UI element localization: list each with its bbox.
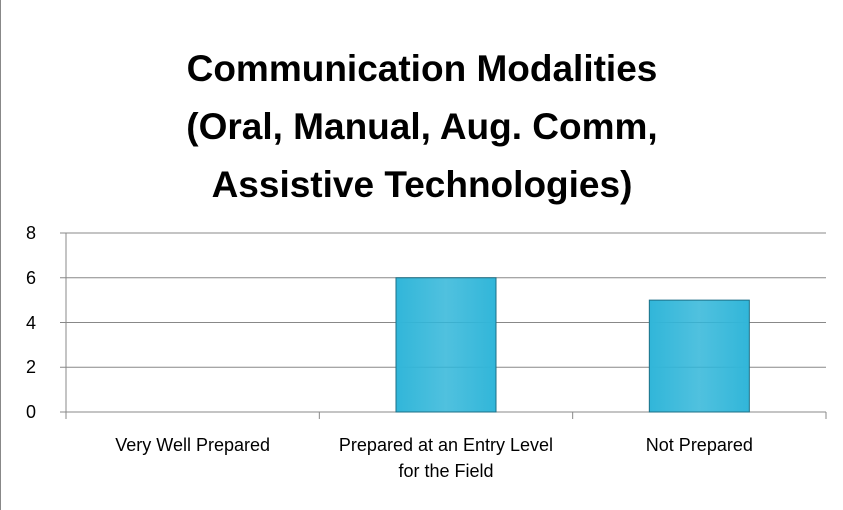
x-tick-label: Not Prepared (645, 435, 753, 455)
y-tick-label: 0 (25, 402, 36, 422)
y-tick-label: 2 (25, 357, 36, 378)
chart-title: Communication Modalities (Oral, Manual, … (186, 48, 658, 205)
y-tick-label: 4 (25, 312, 36, 333)
x-tick-label: Very Well Prepared (115, 435, 271, 455)
bar (395, 277, 497, 413)
y-tick-label: 8 (25, 223, 36, 243)
bar (648, 299, 750, 413)
x-tick-label: Prepared at an Entry Level for the Field (338, 435, 554, 481)
y-tick-label: 6 (25, 267, 36, 288)
